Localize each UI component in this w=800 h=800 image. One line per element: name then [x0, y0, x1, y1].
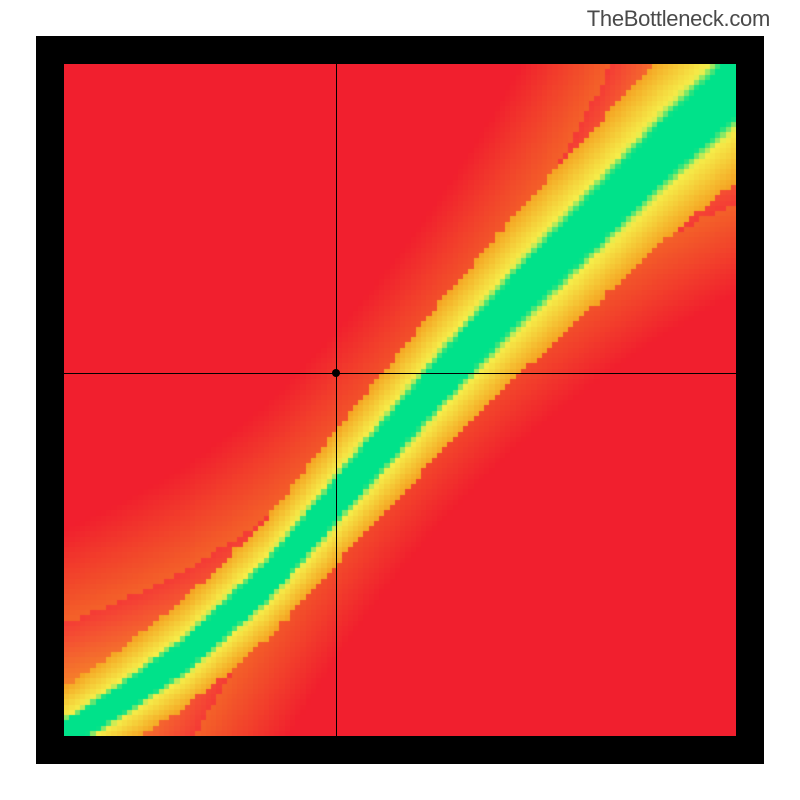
- heatmap-canvas: [64, 64, 736, 736]
- crosshair-horizontal: [64, 373, 736, 374]
- crosshair-vertical: [336, 64, 337, 736]
- plot-outer-frame: [36, 36, 764, 764]
- attribution-text: TheBottleneck.com: [587, 6, 770, 32]
- marker-dot: [332, 369, 340, 377]
- plot-inner-area: [64, 64, 736, 736]
